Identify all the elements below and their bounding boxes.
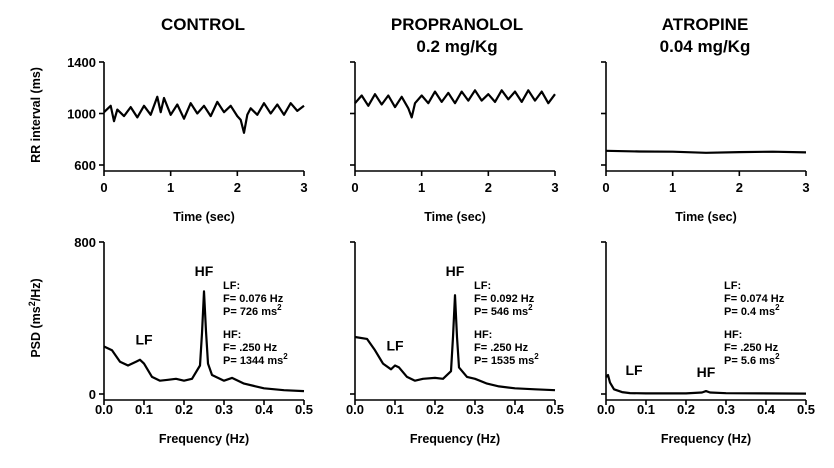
atropine-rr-series-line xyxy=(605,149,807,154)
title-propranolol: PROPRANOLOL xyxy=(391,15,523,34)
propranolol-rr-xtick-label: 0 xyxy=(351,180,358,195)
propranolol-psd-lf-frequency: F= 0.092 Hz xyxy=(474,293,535,305)
atropine-rr-xtick-label: 0 xyxy=(602,180,609,195)
atropine-psd-hf-annotation-label: HF: xyxy=(724,329,742,341)
control-rr-x-axis-label: Time (sec) xyxy=(173,210,235,224)
atropine-psd-lf-power: P= 0.4 ms2 xyxy=(724,303,780,318)
control-psd-hf-annotation-label: HF: xyxy=(223,329,241,341)
propranolol-psd-xtick-label: 0.1 xyxy=(386,402,404,417)
title-atropine-dose: 0.04 mg/Kg xyxy=(660,37,751,56)
control-psd-xtick-label: 0.2 xyxy=(175,402,193,417)
control-psd-xtick-label: 0.0 xyxy=(95,402,113,417)
control-rr-xtick-label: 3 xyxy=(300,180,307,195)
control-psd-ytick-label: 0 xyxy=(89,387,96,402)
psd-y-axis-label: PSD (ms2/Hz) xyxy=(27,278,43,357)
atropine-psd-lf-peak-label: LF xyxy=(625,362,643,378)
atropine-psd-series-line xyxy=(605,373,807,395)
propranolol-psd-xtick-label: 0.4 xyxy=(506,402,525,417)
atropine-rr-xtick-label: 3 xyxy=(802,180,809,195)
control-psd-series-line xyxy=(103,290,305,393)
atropine-psd-x-axis-label: Frequency (Hz) xyxy=(661,432,751,446)
control-rr-ytick-label: 1000 xyxy=(67,107,96,122)
propranolol-psd-xtick-label: 0.3 xyxy=(466,402,484,417)
control-psd-hf-power: P= 1344 ms2 xyxy=(223,352,288,367)
propranolol-psd-xtick-label: 0.5 xyxy=(546,402,564,417)
propranolol-rr-xtick-label: 1 xyxy=(418,180,425,195)
atropine-psd-xtick-label: 0.0 xyxy=(597,402,615,417)
control-psd-ytick-label: 800 xyxy=(74,235,96,250)
propranolol-psd-hf-peak-label: HF xyxy=(446,263,465,279)
propranolol-psd-xtick-label: 0.0 xyxy=(346,402,364,417)
propranolol-psd-hf-power: P= 1535 ms2 xyxy=(474,352,539,367)
propranolol-rr-xtick-label: 2 xyxy=(485,180,492,195)
atropine-psd-xtick-label: 0.5 xyxy=(797,402,815,417)
control-psd-hf-peak-label: HF xyxy=(195,263,214,279)
propranolol-psd-lf-peak-label: LF xyxy=(386,337,404,353)
propranolol-rr-xtick-label: 3 xyxy=(551,180,558,195)
control-rr-xtick-label: 0 xyxy=(100,180,107,195)
control-psd-xtick-label: 0.5 xyxy=(295,402,313,417)
control-rr-xtick-label: 1 xyxy=(167,180,174,195)
propranolol-psd-xtick-label: 0.2 xyxy=(426,402,444,417)
atropine-psd-xtick-label: 0.4 xyxy=(757,402,776,417)
atropine-psd-lf-annotation-label: LF: xyxy=(724,280,741,292)
control-rr-ytick-label: 600 xyxy=(74,158,96,173)
chart-panels: 1400 1000 600 0 1 2 3 Time (sec) 0 1 2 3 Time (sec) 0… xyxy=(67,55,815,446)
atropine-psd-xtick-label: 0.1 xyxy=(637,402,655,417)
control-psd-lf-annotation-label: LF: xyxy=(223,280,240,292)
atropine-rr-x-axis-label: Time (sec) xyxy=(675,210,737,224)
atropine-psd-hf-frequency: F= .250 Hz xyxy=(724,342,779,354)
atropine-psd-xtick-label: 0.2 xyxy=(677,402,695,417)
atropine-rr-xtick-label: 2 xyxy=(736,180,743,195)
control-psd-lf-frequency: F= 0.076 Hz xyxy=(223,293,284,305)
control-psd-x-axis-label: Frequency (Hz) xyxy=(159,432,249,446)
atropine-psd-xtick-label: 0.3 xyxy=(717,402,735,417)
control-rr-xtick-label: 2 xyxy=(234,180,241,195)
propranolol-psd-hf-frequency: F= .250 Hz xyxy=(474,342,529,354)
rr-y-axis-label: RR interval (ms) xyxy=(29,67,43,163)
control-psd-xtick-label: 0.1 xyxy=(135,402,153,417)
propranolol-rr-series-line xyxy=(354,89,556,119)
propranolol-psd-hf-annotation-label: HF: xyxy=(474,329,492,341)
atropine-rr-xtick-label: 1 xyxy=(669,180,676,195)
control-psd-hf-frequency: F= .250 Hz xyxy=(223,342,278,354)
control-psd-lf-peak-label: LF xyxy=(135,332,153,348)
propranolol-psd-series-line xyxy=(354,294,556,392)
title-atropine: ATROPINE xyxy=(662,15,749,34)
title-propranolol-dose: 0.2 mg/Kg xyxy=(416,37,497,56)
control-psd-lf-power: P= 726 ms2 xyxy=(223,303,282,318)
propranolol-psd-lf-annotation-label: LF: xyxy=(474,280,491,292)
propranolol-psd-x-axis-label: Frequency (Hz) xyxy=(410,432,500,446)
control-psd-xtick-label: 0.4 xyxy=(255,402,274,417)
atropine-psd-hf-peak-label: HF xyxy=(697,364,716,380)
control-rr-series-line xyxy=(103,95,305,134)
title-control: CONTROL xyxy=(161,15,245,34)
control-psd-xtick-label: 0.3 xyxy=(215,402,233,417)
atropine-psd-hf-power: P= 5.6 ms2 xyxy=(724,352,780,367)
atropine-psd-lf-frequency: F= 0.074 Hz xyxy=(724,293,785,305)
control-rr-ytick-label: 1400 xyxy=(67,55,96,70)
propranolol-rr-x-axis-label: Time (sec) xyxy=(424,210,486,224)
propranolol-psd-lf-power: P= 546 ms2 xyxy=(474,303,533,318)
